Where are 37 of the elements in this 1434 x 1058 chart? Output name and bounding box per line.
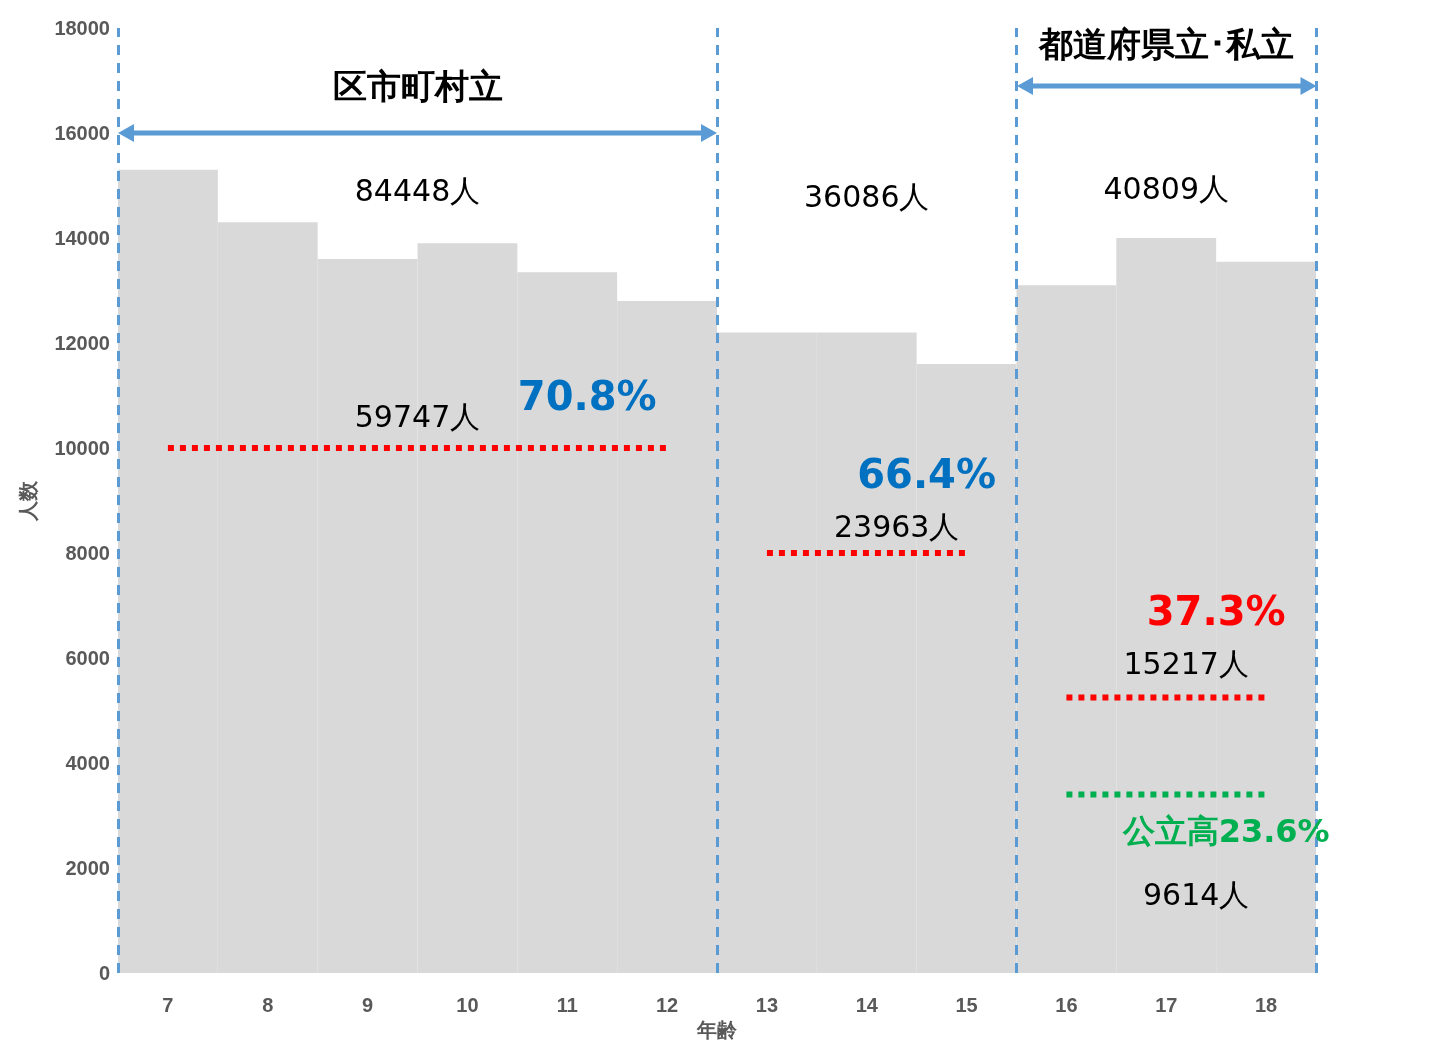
x-tick-label: 15 [955,994,978,1016]
y-tick-label: 18000 [54,17,110,39]
y-tick-label: 16000 [54,122,110,144]
annotation: 都道府県立･私立 [1037,23,1294,64]
annotation: 36086人 [804,178,930,214]
y-tick-label: 2000 [65,857,110,879]
x-tick-label: 17 [1155,994,1178,1016]
x-tick-label: 11 [556,994,578,1016]
x-tick-label: 12 [655,994,679,1016]
annotation: 9614人 [1143,876,1250,912]
x-tick-label: 16 [1055,994,1078,1016]
annotation: 37.3% [1146,587,1286,634]
x-tick-label: 18 [1254,994,1278,1016]
annotation: 区市町村立 [332,65,503,106]
y-tick-label: 14000 [54,227,110,249]
y-tick-label: 4000 [65,752,110,774]
annotation: 15217人 [1123,645,1249,681]
x-tick-label: 7 [162,994,174,1016]
annotation: 40809人 [1103,170,1229,206]
y-tick-label: 8000 [65,542,110,564]
annotation: 84448人 [354,173,481,209]
annotation: 70.8% [517,372,657,419]
x-tick-label: 10 [456,994,479,1016]
annotation: 23963人 [833,509,960,545]
y-tick-label: 10000 [54,437,110,459]
y-tick-label: 0 [98,962,110,984]
x-axis-title: 年齢 [696,1018,738,1041]
x-tick-label: 13 [755,994,779,1016]
annotation: 59747人 [354,399,481,434]
x-tick-label: 9 [362,994,374,1016]
x-tick-label: 14 [855,994,879,1016]
y-axis-title: 人数 [17,479,39,522]
x-tick-label: 8 [262,994,274,1016]
annotation: 66.4% [857,451,997,498]
annotation: 公立高23.6% [1121,812,1330,851]
y-tick-label: 6000 [65,647,110,669]
y-tick-label: 12000 [54,332,110,354]
